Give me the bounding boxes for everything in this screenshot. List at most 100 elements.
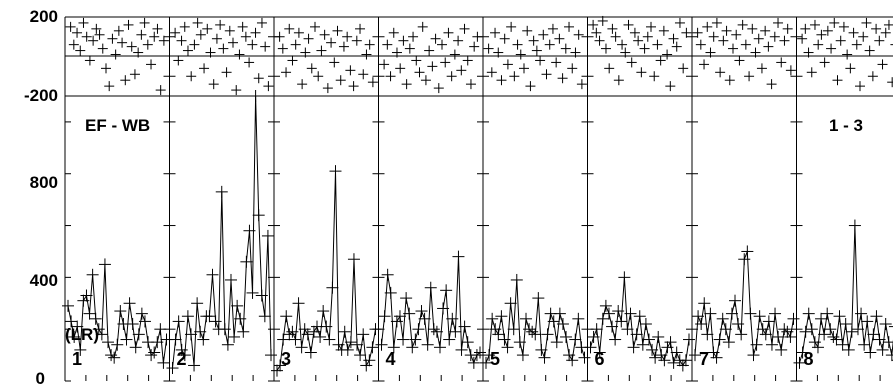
line-point (252, 209, 265, 222)
scatter-point (211, 33, 222, 44)
line-point (427, 323, 440, 336)
y-tick-label-top-neg200: -200 (24, 86, 58, 105)
scatter-point (202, 23, 213, 34)
scatter-point (244, 57, 255, 68)
line-point (848, 219, 861, 232)
scatter-point (195, 29, 206, 40)
line-point (228, 330, 241, 343)
line-point (587, 330, 600, 343)
line-point (516, 349, 529, 362)
scatter-point (652, 39, 663, 50)
scatter-point (692, 27, 703, 38)
line-point (621, 323, 634, 336)
scatter-point (205, 47, 216, 58)
scatter-point (678, 63, 689, 74)
scatter-point (871, 23, 882, 34)
scatter-point (864, 45, 875, 56)
line-point (234, 312, 247, 325)
scatter-point (351, 35, 362, 46)
line-point (184, 328, 197, 341)
line-point (443, 333, 456, 346)
scatter-point (604, 63, 615, 74)
line-point (563, 349, 576, 362)
scatter-point (215, 19, 226, 30)
scatter-point (591, 27, 602, 38)
scatter-point (671, 41, 682, 52)
scatter-point (326, 37, 337, 48)
scatter-point (727, 43, 738, 54)
line-point (151, 336, 164, 349)
scatter-point (414, 67, 425, 78)
scatter-point (179, 21, 190, 32)
line-point (246, 286, 259, 299)
scatter-point (617, 39, 628, 50)
scatter-point (493, 47, 504, 58)
line-point (486, 312, 499, 325)
y-tick-label-top-200: 200 (30, 7, 58, 26)
line-point (132, 328, 145, 341)
scatter-point (483, 43, 494, 54)
segment-label-8: 8 (804, 349, 814, 369)
line-point (753, 310, 766, 323)
scatter-point (221, 67, 232, 78)
line-point (461, 336, 474, 349)
scatter-point (379, 59, 390, 70)
line-point (298, 323, 311, 336)
scatter-point (462, 55, 473, 66)
line-point (415, 305, 428, 318)
line-point (221, 338, 234, 351)
scatter-point (97, 43, 108, 54)
y-tick-label-400: 400 (30, 271, 58, 290)
line-point (326, 281, 339, 294)
line-point (474, 346, 486, 359)
line-point (320, 320, 333, 333)
line-point (633, 310, 646, 323)
scatter-point (329, 57, 340, 68)
scatter-point (319, 29, 330, 40)
series-line-7 (694, 251, 794, 360)
line-point (520, 312, 533, 325)
line-point (618, 271, 631, 284)
line-point (667, 356, 680, 369)
scatter-point (806, 67, 817, 78)
annotation-lr: (LR) (65, 325, 99, 344)
line-point (430, 325, 443, 338)
scatter-point (633, 35, 644, 46)
scatter-point (417, 21, 428, 32)
y-tick-label-800: 800 (30, 173, 58, 192)
scatter-point (300, 47, 311, 58)
line-point (627, 341, 640, 354)
line-point (501, 341, 514, 354)
line-point (556, 318, 569, 330)
line-point (65, 315, 78, 328)
scatter-point (877, 59, 888, 70)
line-point (707, 346, 720, 359)
scatter-point (803, 47, 814, 58)
line-point (215, 185, 228, 198)
scatter-point (490, 27, 501, 38)
line-point (664, 336, 677, 349)
scatter-point (338, 41, 349, 52)
line-point (197, 333, 210, 346)
line-point (725, 307, 738, 320)
line-point (845, 325, 858, 338)
line-point (344, 336, 357, 349)
line-point (624, 307, 637, 320)
line-point (729, 294, 742, 307)
scatter-point (290, 39, 301, 50)
scatter-point (355, 23, 366, 34)
scatter-point (623, 19, 634, 30)
scatter-point (199, 63, 210, 74)
line-point (593, 346, 606, 359)
line-point (873, 333, 886, 346)
scatter-point (705, 47, 716, 58)
scatter-point (782, 23, 793, 34)
line-point (609, 333, 622, 346)
scatter-point (535, 55, 546, 66)
line-point (71, 320, 84, 333)
line-point (89, 312, 102, 325)
line-point (833, 310, 846, 323)
segment-label-5: 5 (490, 349, 500, 369)
line-point (283, 328, 296, 341)
